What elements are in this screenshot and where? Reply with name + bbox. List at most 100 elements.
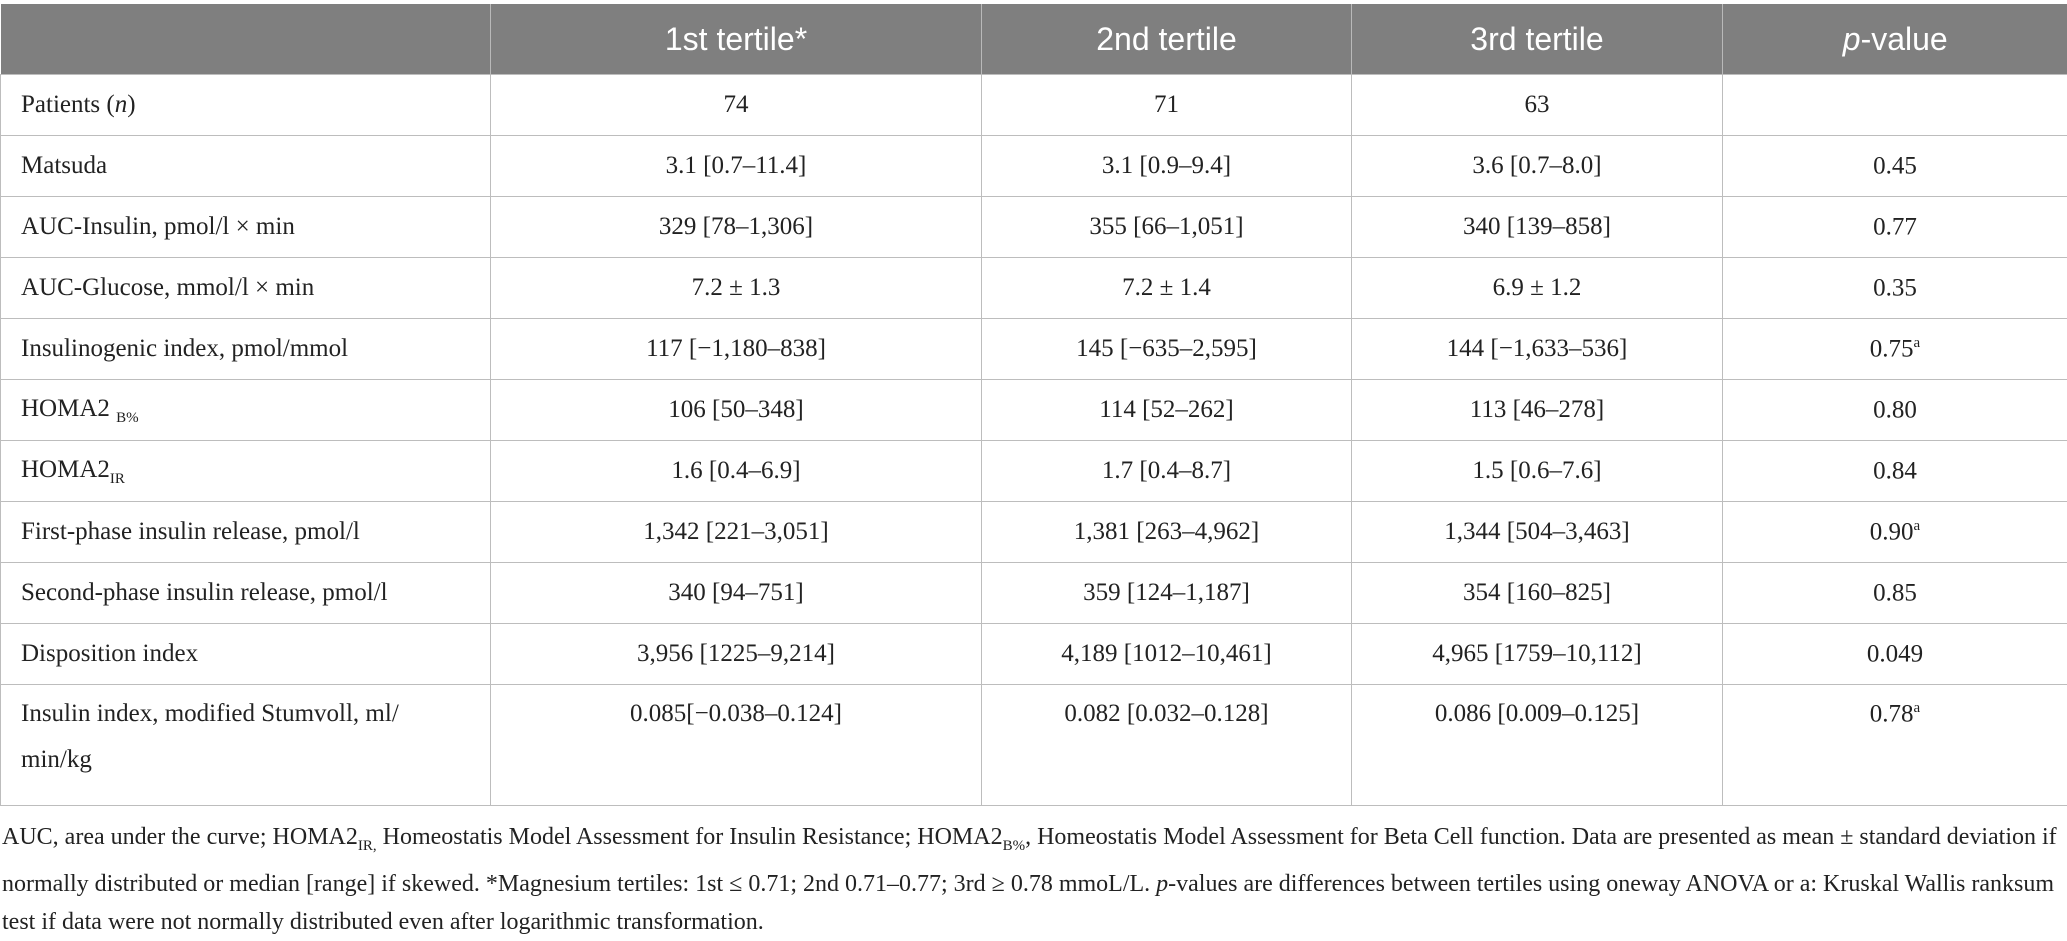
row-label: Disposition index [1,624,491,685]
footnote-part: AUC, area under the curve; HOMA2 [2,824,358,850]
cell-3rd: 0.086 [0.009–0.125] [1352,685,1723,806]
table-row: AUC-Insulin, pmol/l × min 329 [78–1,306]… [1,197,2067,258]
cell-3rd: 3.6 [0.7–8.0] [1352,136,1723,197]
p-text: 0.049 [1867,640,1923,667]
table-footnote: AUC, area under the curve; HOMA2IR, Home… [2,818,2062,941]
header-empty [1,4,491,75]
cell-1st: 74 [491,75,982,136]
results-table: 1st tertile* 2nd tertile 3rd tertile p-v… [0,4,2067,806]
cell-3rd: 63 [1352,75,1723,136]
table-row: Insulinogenic index, pmol/mmol 117 [−1,1… [1,319,2067,380]
p-sup: a [1914,700,1921,716]
row-label: First-phase insulin release, pmol/l [1,502,491,563]
cell-p: 0.77 [1723,197,2067,258]
p-text: 0.77 [1873,213,1917,240]
row-label: AUC-Glucose, mmol/l × min [1,258,491,319]
row-label: AUC-Insulin, pmol/l × min [1,197,491,258]
cell-1st: 1,342 [221–3,051] [491,502,982,563]
cell-p: 0.45 [1723,136,2067,197]
table-row: AUC-Glucose, mmol/l × min 7.2 ± 1.3 7.2 … [1,258,2067,319]
header-row: 1st tertile* 2nd tertile 3rd tertile p-v… [1,4,2067,75]
cell-1st: 3.1 [0.7–11.4] [491,136,982,197]
cell-p: 0.35 [1723,258,2067,319]
cell-3rd: 113 [46–278] [1352,380,1723,441]
footnote-italic: p [1156,871,1168,897]
cell-3rd: 354 [160–825] [1352,563,1723,624]
row-label: Insulinogenic index, pmol/mmol [1,319,491,380]
cell-2nd: 1.7 [0.4–8.7] [982,441,1352,502]
cell-3rd: 144 [−1,633–536] [1352,319,1723,380]
cell-2nd: 0.082 [0.032–0.128] [982,685,1352,806]
header-2nd-tertile: 2nd tertile [982,4,1352,75]
cell-p: 0.84 [1723,441,2067,502]
label-italic: n [115,91,128,118]
p-text: 0.90 [1870,518,1914,545]
cell-3rd: 4,965 [1759–10,112] [1352,624,1723,685]
row-label: Insulin index, modified Stumvoll, ml/min… [1,685,491,806]
footnote-sub: IR, [358,838,377,854]
label-sub: B% [116,410,139,426]
cell-3rd: 6.9 ± 1.2 [1352,258,1723,319]
header-p-rest: -value [1861,21,1948,57]
cell-2nd: 71 [982,75,1352,136]
results-table-container: 1st tertile* 2nd tertile 3rd tertile p-v… [0,4,2067,941]
cell-3rd: 340 [139–858] [1352,197,1723,258]
cell-3rd: 1.5 [0.6–7.6] [1352,441,1723,502]
footnote-part: Homeostatis Model Assessment for Insulin… [377,824,1003,850]
p-text: 0.35 [1873,274,1917,301]
label-line2: min/kg [21,746,92,773]
cell-2nd: 4,189 [1012–10,461] [982,624,1352,685]
label-sub: IR [110,471,125,487]
header-p-value: p-value [1723,4,2067,75]
cell-p: 0.75a [1723,319,2067,380]
p-text: 0.45 [1873,152,1917,179]
cell-1st: 3,956 [1225–9,214] [491,624,982,685]
table-row: HOMA2IR 1.6 [0.4–6.9] 1.7 [0.4–8.7] 1.5 … [1,441,2067,502]
label-tail: ) [127,91,135,118]
row-label: HOMA2 B% [1,380,491,441]
cell-2nd: 114 [52–262] [982,380,1352,441]
table-row: Patients (n) 74 71 63 [1,75,2067,136]
label-text: Patients ( [21,91,115,118]
cell-p: 0.049 [1723,624,2067,685]
header-3rd-tertile: 3rd tertile [1352,4,1723,75]
p-text: 0.75 [1870,335,1914,362]
cell-1st: 117 [−1,180–838] [491,319,982,380]
cell-p: 0.78a [1723,685,2067,806]
footnote-sub: B% [1003,838,1026,854]
table-row: HOMA2 B% 106 [50–348] 114 [52–262] 113 [… [1,380,2067,441]
table-row: Matsuda 3.1 [0.7–11.4] 3.1 [0.9–9.4] 3.6… [1,136,2067,197]
cell-1st: 1.6 [0.4–6.9] [491,441,982,502]
cell-1st: 329 [78–1,306] [491,197,982,258]
cell-3rd: 1,344 [504–3,463] [1352,502,1723,563]
cell-1st: 340 [94–751] [491,563,982,624]
row-label: Second-phase insulin release, pmol/l [1,563,491,624]
p-sup: a [1914,335,1921,351]
cell-1st: 0.085[−0.038–0.124] [491,685,982,806]
table-row: Insulin index, modified Stumvoll, ml/min… [1,685,2067,806]
label-text: Insulin index, modified Stumvoll, ml/ [21,700,399,727]
cell-2nd: 1,381 [263–4,962] [982,502,1352,563]
table-row: First-phase insulin release, pmol/l 1,34… [1,502,2067,563]
cell-p [1723,75,2067,136]
cell-p: 0.90a [1723,502,2067,563]
cell-1st: 7.2 ± 1.3 [491,258,982,319]
header-p-italic: p [1843,21,1861,57]
p-text: 0.78 [1870,700,1914,727]
cell-2nd: 359 [124–1,187] [982,563,1352,624]
table-row: Disposition index 3,956 [1225–9,214] 4,1… [1,624,2067,685]
cell-1st: 106 [50–348] [491,380,982,441]
label-text: HOMA2 [21,456,110,483]
header-1st-tertile: 1st tertile* [491,4,982,75]
cell-2nd: 7.2 ± 1.4 [982,258,1352,319]
cell-2nd: 3.1 [0.9–9.4] [982,136,1352,197]
p-text: 0.84 [1873,457,1917,484]
cell-2nd: 355 [66–1,051] [982,197,1352,258]
p-sup: a [1914,518,1921,534]
row-label: Patients (n) [1,75,491,136]
cell-p: 0.80 [1723,380,2067,441]
cell-2nd: 145 [−635–2,595] [982,319,1352,380]
label-text: HOMA2 [21,395,116,422]
row-label: Matsuda [1,136,491,197]
p-text: 0.85 [1873,579,1917,606]
